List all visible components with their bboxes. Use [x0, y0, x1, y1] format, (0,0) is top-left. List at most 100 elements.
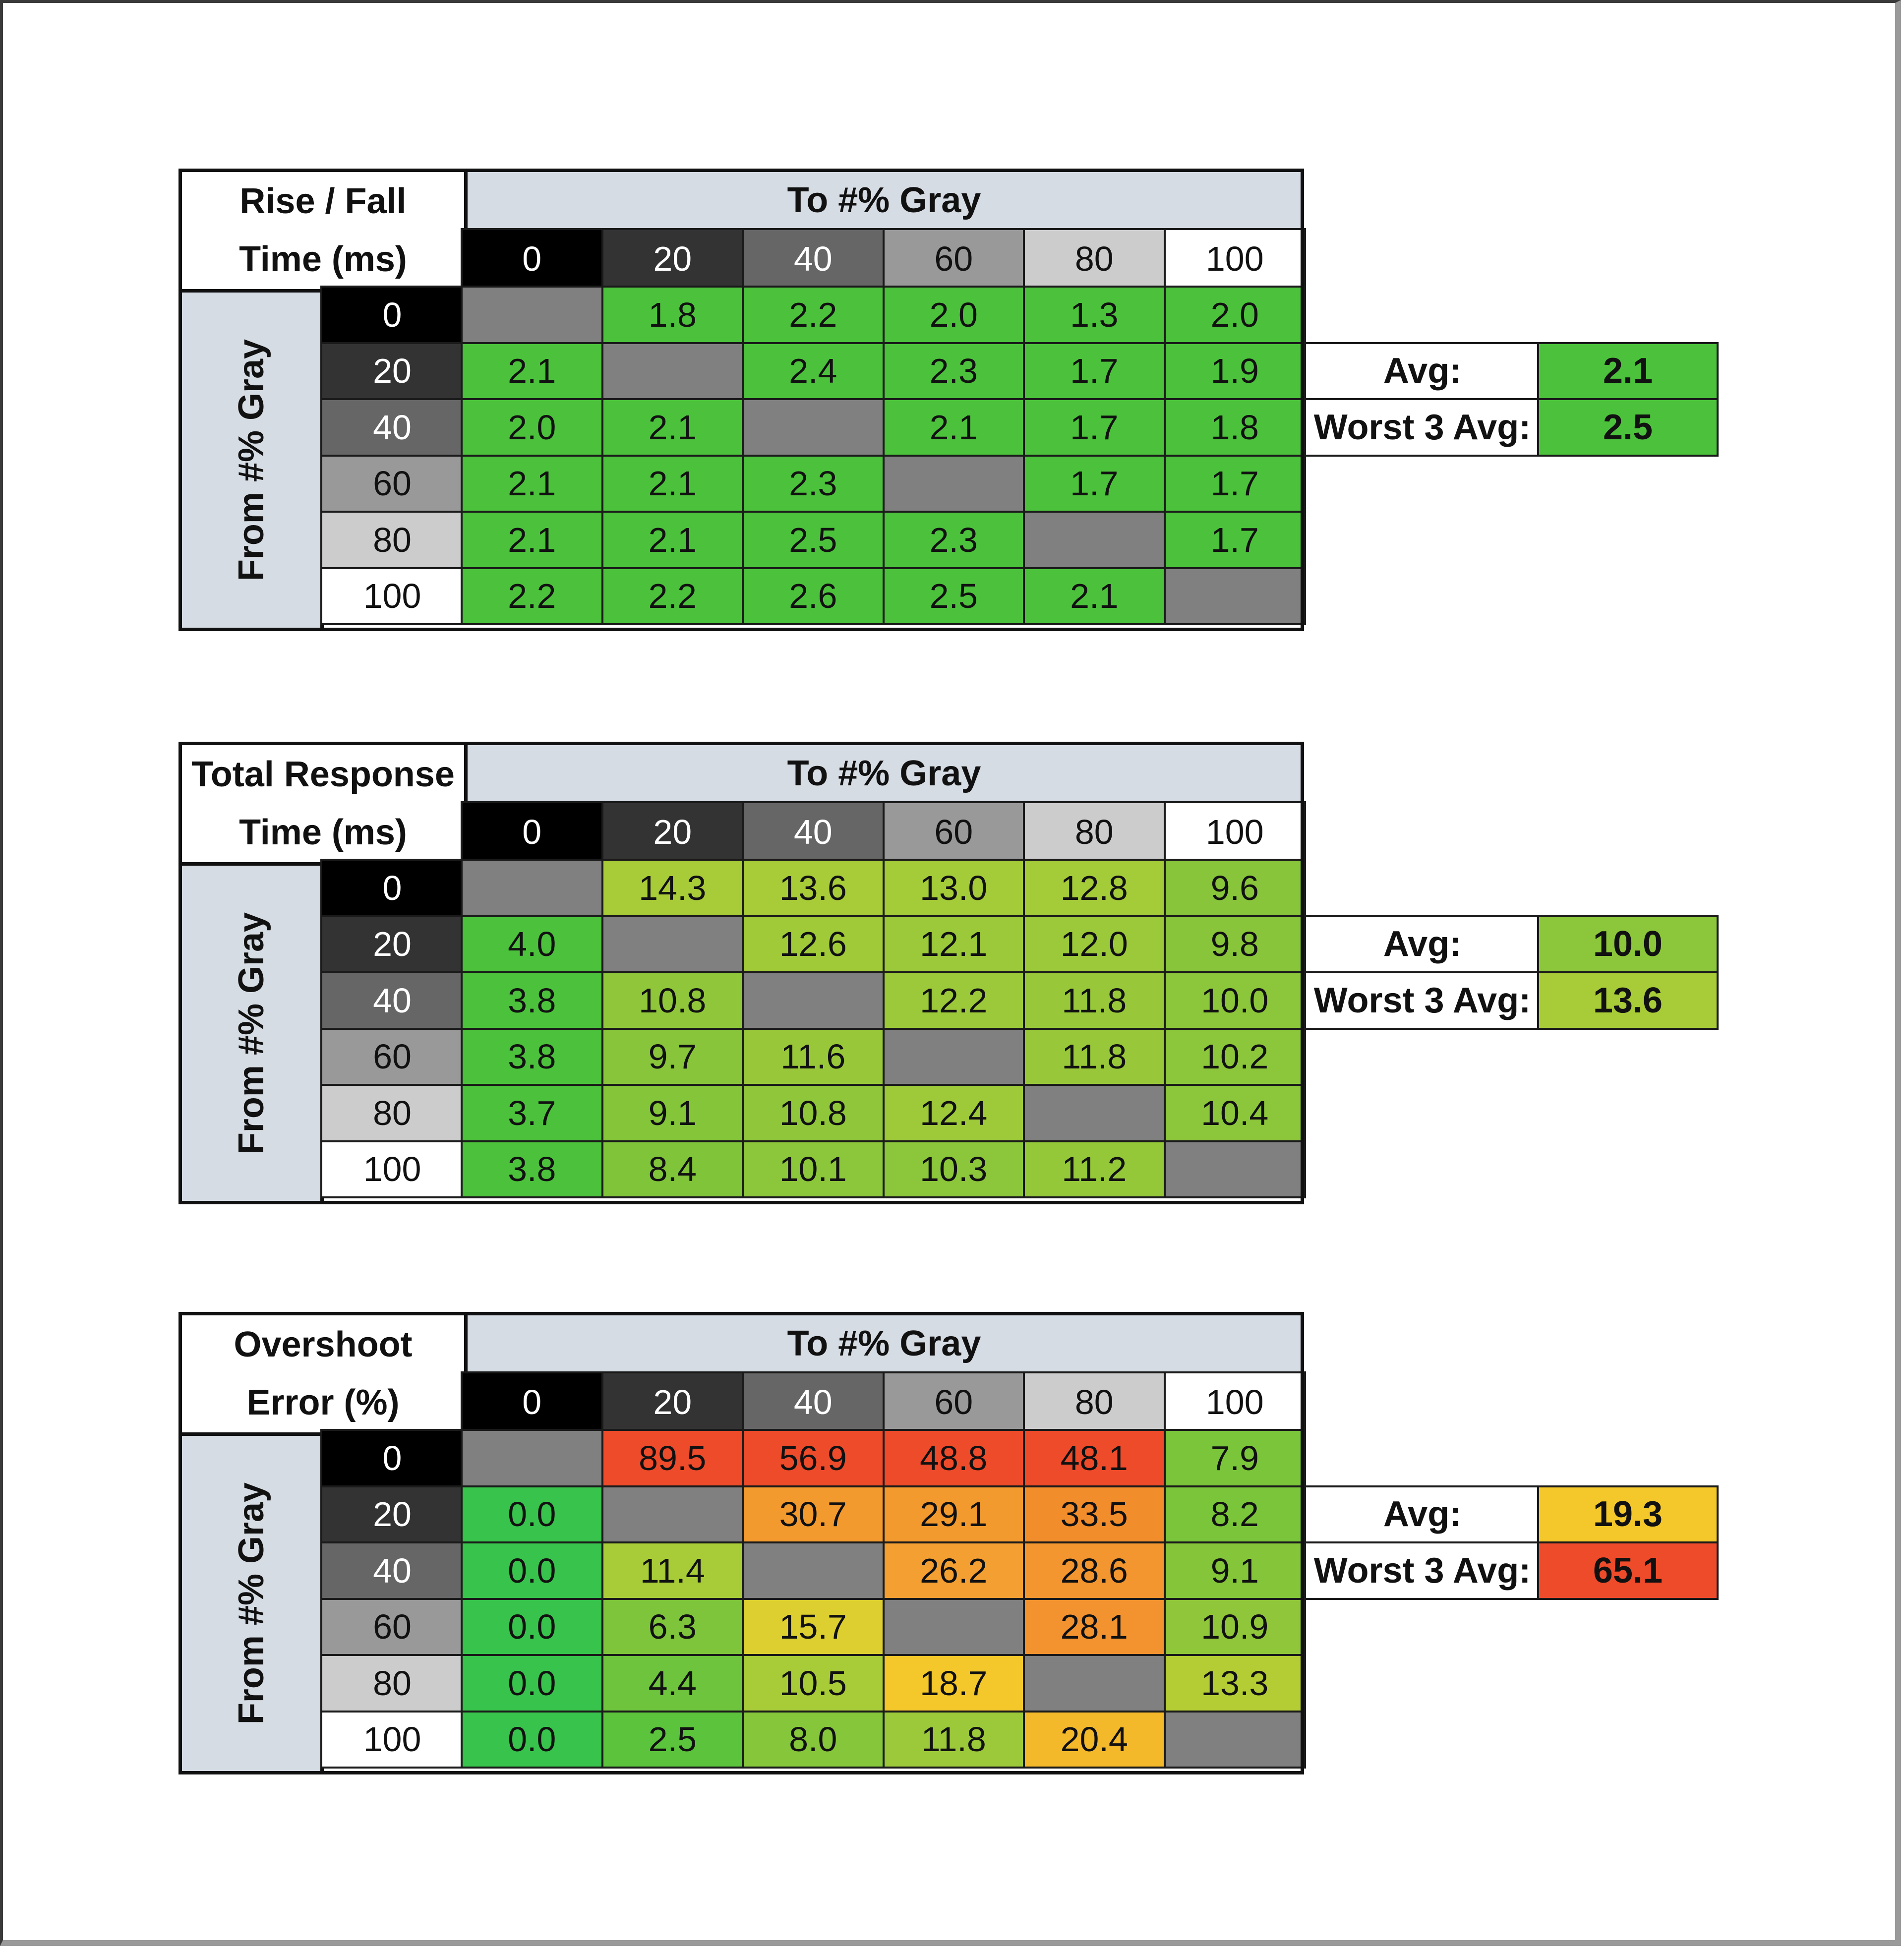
from-gray-label: From #% Gray [231, 1482, 271, 1725]
value-cell: 4.4 [601, 1654, 744, 1713]
column-header-0: 0 [461, 801, 603, 862]
column-header-0: 0 [461, 228, 603, 289]
value-cell: 1.3 [1023, 286, 1166, 344]
value-cell: 3.8 [461, 1140, 603, 1198]
row-header-0: 0 [320, 1429, 464, 1487]
column-header-60: 60 [882, 1371, 1025, 1432]
value-cell: 0.0 [461, 1485, 603, 1543]
value-cell: 1.7 [1023, 398, 1166, 457]
column-header-20: 20 [601, 801, 744, 862]
value-cell: 2.1 [601, 511, 744, 569]
value-cell: 2.1 [461, 511, 603, 569]
value-cell: 2.0 [461, 398, 603, 457]
diagonal-cell [461, 286, 603, 344]
worst-3-avg-label: Worst 3 Avg: [1304, 398, 1541, 457]
column-header-80: 80 [1023, 801, 1166, 862]
row-header-20: 20 [320, 1485, 464, 1543]
diagonal-cell [1023, 1084, 1166, 1142]
value-cell: 10.1 [742, 1140, 885, 1198]
value-cell: 28.6 [1023, 1541, 1166, 1600]
from-gray-label: From #% Gray [231, 912, 271, 1155]
worst-3-avg-label: Worst 3 Avg: [1304, 971, 1541, 1030]
diagonal-cell [882, 1027, 1025, 1086]
diagonal-cell [1023, 1654, 1166, 1713]
value-cell: 2.4 [742, 342, 885, 400]
value-cell: 2.1 [461, 342, 603, 400]
avg-label: Avg: [1304, 342, 1541, 400]
value-cell: 9.1 [1163, 1541, 1306, 1600]
diagonal-cell [1023, 511, 1166, 569]
diagonal-cell [742, 1541, 885, 1600]
value-cell: 12.8 [1023, 859, 1166, 917]
worst-3-avg-label: Worst 3 Avg: [1304, 1541, 1541, 1600]
value-cell: 2.5 [601, 1710, 744, 1769]
value-cell: 11.8 [1023, 1027, 1166, 1086]
value-cell: 2.2 [742, 286, 885, 344]
value-cell: 11.2 [1023, 1140, 1166, 1198]
column-header-60: 60 [882, 801, 1025, 862]
title-line-1: Overshoot [234, 1325, 413, 1364]
value-cell: 1.8 [1163, 398, 1306, 457]
to-gray-header: To #% Gray [464, 1312, 1304, 1375]
worst-3-avg-value: 65.1 [1537, 1541, 1719, 1600]
diagonal-cell [882, 454, 1025, 513]
column-header-40: 40 [742, 228, 885, 289]
value-cell: 8.4 [601, 1140, 744, 1198]
value-cell: 29.1 [882, 1485, 1025, 1543]
value-cell: 2.2 [461, 567, 603, 625]
avg-value: 10.0 [1537, 915, 1719, 973]
diagonal-cell [461, 859, 603, 917]
avg-value: 2.1 [1537, 342, 1719, 400]
row-header-20: 20 [320, 342, 464, 400]
title-line-2: Time (ms) [239, 239, 407, 279]
value-cell: 13.3 [1163, 1654, 1306, 1713]
value-cell: 12.6 [742, 915, 885, 973]
value-cell: 2.1 [601, 454, 744, 513]
from-gray-header: From #% Gray [178, 1432, 324, 1774]
title-line-1: Rise / Fall [239, 181, 407, 221]
row-header-100: 100 [320, 1140, 464, 1198]
row-header-40: 40 [320, 971, 464, 1030]
value-cell: 18.7 [882, 1654, 1025, 1713]
row-header-60: 60 [320, 1027, 464, 1086]
diagonal-cell [882, 1597, 1025, 1656]
value-cell: 2.0 [1163, 286, 1306, 344]
value-cell: 8.0 [742, 1710, 885, 1769]
diagonal-cell [742, 398, 885, 457]
row-header-100: 100 [320, 567, 464, 625]
value-cell: 3.8 [461, 1027, 603, 1086]
row-header-0: 0 [320, 859, 464, 917]
row-header-60: 60 [320, 1597, 464, 1656]
value-cell: 11.8 [882, 1710, 1025, 1769]
value-cell: 1.7 [1023, 454, 1166, 513]
diagonal-cell [1163, 1140, 1306, 1198]
value-cell: 0.0 [461, 1597, 603, 1656]
column-header-0: 0 [461, 1371, 603, 1432]
value-cell: 11.4 [601, 1541, 744, 1600]
value-cell: 10.9 [1163, 1597, 1306, 1656]
diagonal-cell [601, 342, 744, 400]
title-line-2: Error (%) [246, 1383, 400, 1422]
value-cell: 26.2 [882, 1541, 1025, 1600]
row-header-80: 80 [320, 511, 464, 569]
row-header-40: 40 [320, 1541, 464, 1600]
value-cell: 2.5 [742, 511, 885, 569]
column-header-20: 20 [601, 1371, 744, 1432]
from-gray-label: From #% Gray [231, 339, 271, 582]
matrix-title: Rise / Fall Time (ms) [178, 169, 468, 293]
value-cell: 12.0 [1023, 915, 1166, 973]
value-cell: 0.0 [461, 1654, 603, 1713]
value-cell: 1.7 [1163, 511, 1306, 569]
value-cell: 1.7 [1023, 342, 1166, 400]
value-cell: 2.2 [601, 567, 744, 625]
value-cell: 9.1 [601, 1084, 744, 1142]
diagonal-cell [601, 915, 744, 973]
value-cell: 2.0 [882, 286, 1025, 344]
from-gray-header: From #% Gray [178, 862, 324, 1204]
value-cell: 4.0 [461, 915, 603, 973]
column-header-20: 20 [601, 228, 744, 289]
value-cell: 11.6 [742, 1027, 885, 1086]
value-cell: 10.8 [601, 971, 744, 1030]
value-cell: 2.6 [742, 567, 885, 625]
